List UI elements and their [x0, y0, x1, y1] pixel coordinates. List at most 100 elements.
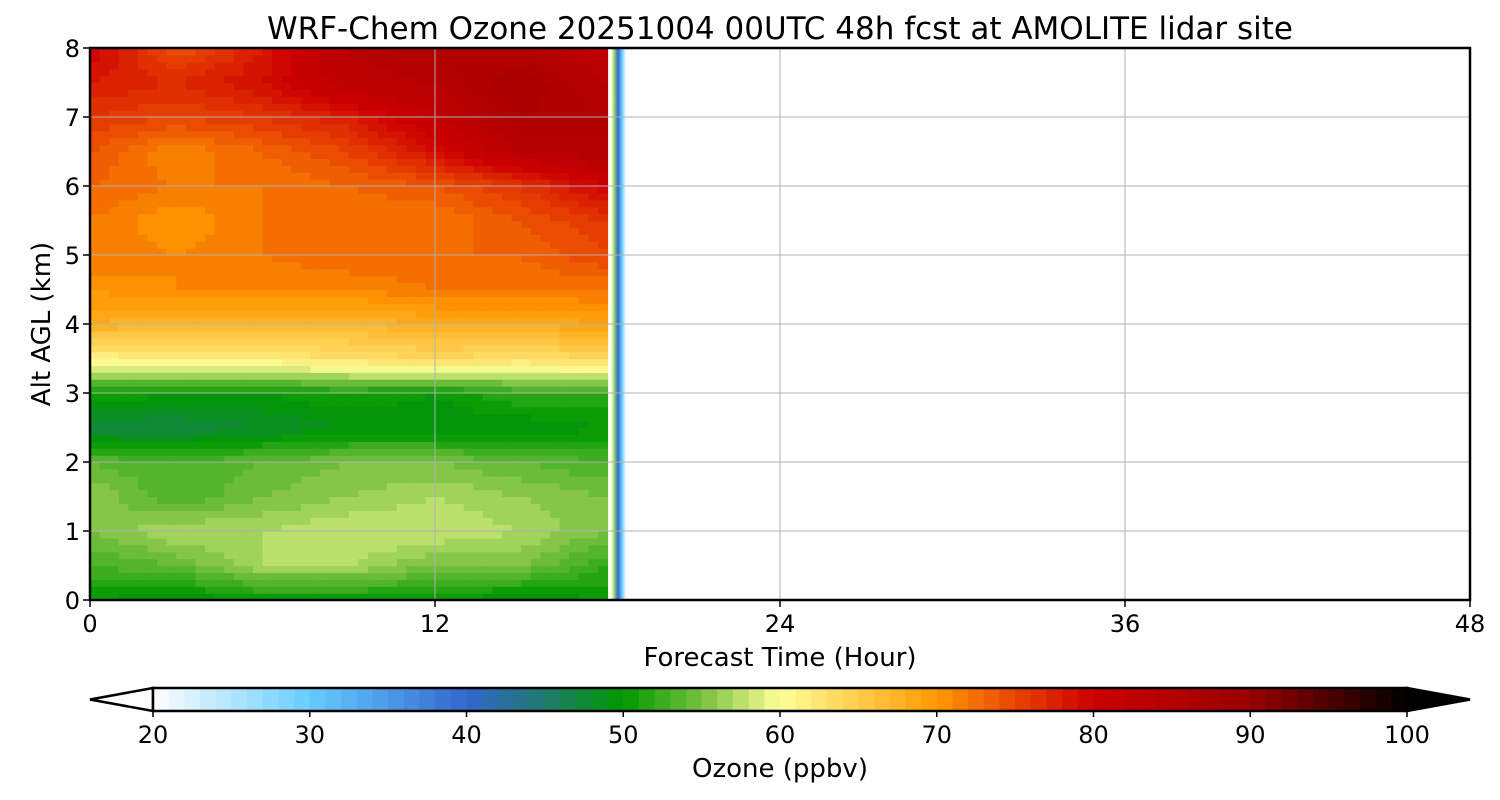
heatmap-cell	[137, 420, 149, 429]
heatmap-cell	[109, 455, 120, 463]
heatmap-cell	[569, 255, 580, 263]
heatmap-cell	[406, 289, 417, 297]
heatmap-cell	[252, 144, 264, 153]
heatmap-cell	[185, 117, 197, 125]
heatmap-cell	[473, 206, 484, 215]
heatmap-cell	[454, 199, 465, 208]
heatmap-cell	[597, 413, 609, 422]
heatmap-cell	[377, 241, 388, 249]
heatmap-cell	[435, 151, 446, 159]
heatmap-cell	[272, 123, 283, 132]
heatmap-cell	[339, 151, 350, 159]
heatmap-cell	[185, 227, 197, 235]
heatmap-cell	[90, 379, 101, 387]
heatmap-cell	[415, 282, 427, 291]
heatmap-cell	[329, 137, 340, 146]
heatmap-cell	[597, 89, 609, 97]
y-tick-label: 4	[65, 311, 80, 339]
heatmap-cell	[224, 489, 235, 498]
heatmap-cell	[511, 261, 522, 270]
heatmap-cell	[243, 82, 254, 90]
heatmap-cell	[521, 386, 532, 394]
heatmap-cell	[559, 96, 570, 104]
heatmap-cell	[377, 503, 388, 511]
heatmap-cell	[99, 558, 110, 567]
heatmap-cell	[530, 117, 542, 125]
heatmap-cell	[482, 227, 494, 235]
heatmap-cell	[205, 351, 216, 360]
heatmap-cell	[339, 117, 350, 125]
heatmap-cell	[425, 213, 436, 222]
heatmap-cell	[540, 544, 551, 553]
heatmap-cell	[550, 137, 561, 146]
heatmap-cell	[578, 303, 589, 311]
heatmap-cell	[118, 261, 129, 270]
heatmap-cell	[521, 172, 532, 180]
heatmap-cell	[252, 261, 264, 270]
heatmap-cell	[550, 82, 561, 90]
heatmap-cell	[550, 317, 561, 325]
heatmap-cell	[415, 213, 427, 222]
heatmap-cell	[463, 303, 474, 311]
heatmap-cell	[463, 48, 474, 56]
heatmap-cell	[128, 234, 139, 242]
heatmap-cell	[320, 489, 331, 498]
heatmap-cell	[320, 199, 331, 208]
heatmap-cell	[90, 282, 101, 291]
heatmap-cell	[195, 75, 206, 84]
heatmap-cell	[550, 468, 561, 477]
heatmap-cell	[482, 448, 494, 456]
heatmap-cell	[214, 158, 225, 166]
heatmap-cell	[597, 379, 609, 387]
heatmap-cell	[310, 420, 321, 429]
heatmap-cell	[435, 565, 446, 573]
heatmap-cell	[588, 130, 599, 139]
heatmap-cell	[310, 248, 321, 256]
heatmap-cell	[511, 544, 522, 553]
heatmap-cell	[272, 248, 283, 256]
heatmap-cell	[252, 544, 264, 553]
heatmap-cell	[214, 365, 225, 373]
heatmap-cell	[444, 434, 455, 442]
heatmap-cell	[195, 344, 206, 353]
heatmap-cell	[559, 344, 570, 353]
heatmap-cell	[444, 234, 455, 242]
heatmap-cell	[377, 123, 388, 132]
heatmap-cell	[185, 96, 197, 104]
heatmap-cell	[463, 199, 474, 208]
heatmap-cell	[320, 268, 331, 277]
heatmap-cell	[99, 261, 110, 270]
heatmap-cell	[578, 558, 589, 567]
heatmap-cell	[396, 241, 407, 249]
heatmap-cell	[329, 324, 340, 332]
heatmap-cell	[137, 406, 149, 415]
heatmap-cell	[262, 220, 273, 228]
heatmap-cell	[147, 531, 158, 539]
heatmap-cell	[425, 579, 436, 587]
heatmap-cell	[559, 206, 570, 215]
heatmap-cell	[387, 248, 398, 256]
heatmap-cell	[367, 330, 379, 339]
heatmap-cell	[147, 337, 158, 346]
heatmap-cell	[597, 330, 609, 339]
heatmap-cell	[272, 351, 283, 360]
heatmap-cell	[109, 144, 120, 153]
heatmap-cell	[463, 158, 474, 166]
heatmap-cell	[569, 503, 580, 511]
heatmap-cell	[157, 379, 168, 387]
heatmap-cell	[329, 310, 340, 318]
heatmap-cell	[195, 144, 206, 153]
heatmap-cell	[463, 330, 474, 339]
heatmap-cell	[406, 517, 417, 525]
heatmap-cell	[559, 441, 570, 449]
heatmap-cell	[569, 482, 580, 491]
heatmap-cell	[147, 593, 158, 601]
heatmap-cell	[435, 282, 446, 291]
heatmap-cell	[348, 96, 359, 104]
heatmap-cell	[320, 144, 331, 153]
heatmap-cell	[205, 96, 216, 104]
heatmap-cell	[195, 172, 206, 180]
heatmap-cell	[157, 296, 168, 304]
heatmap-cell	[176, 503, 187, 511]
heatmap-cell	[492, 586, 503, 594]
